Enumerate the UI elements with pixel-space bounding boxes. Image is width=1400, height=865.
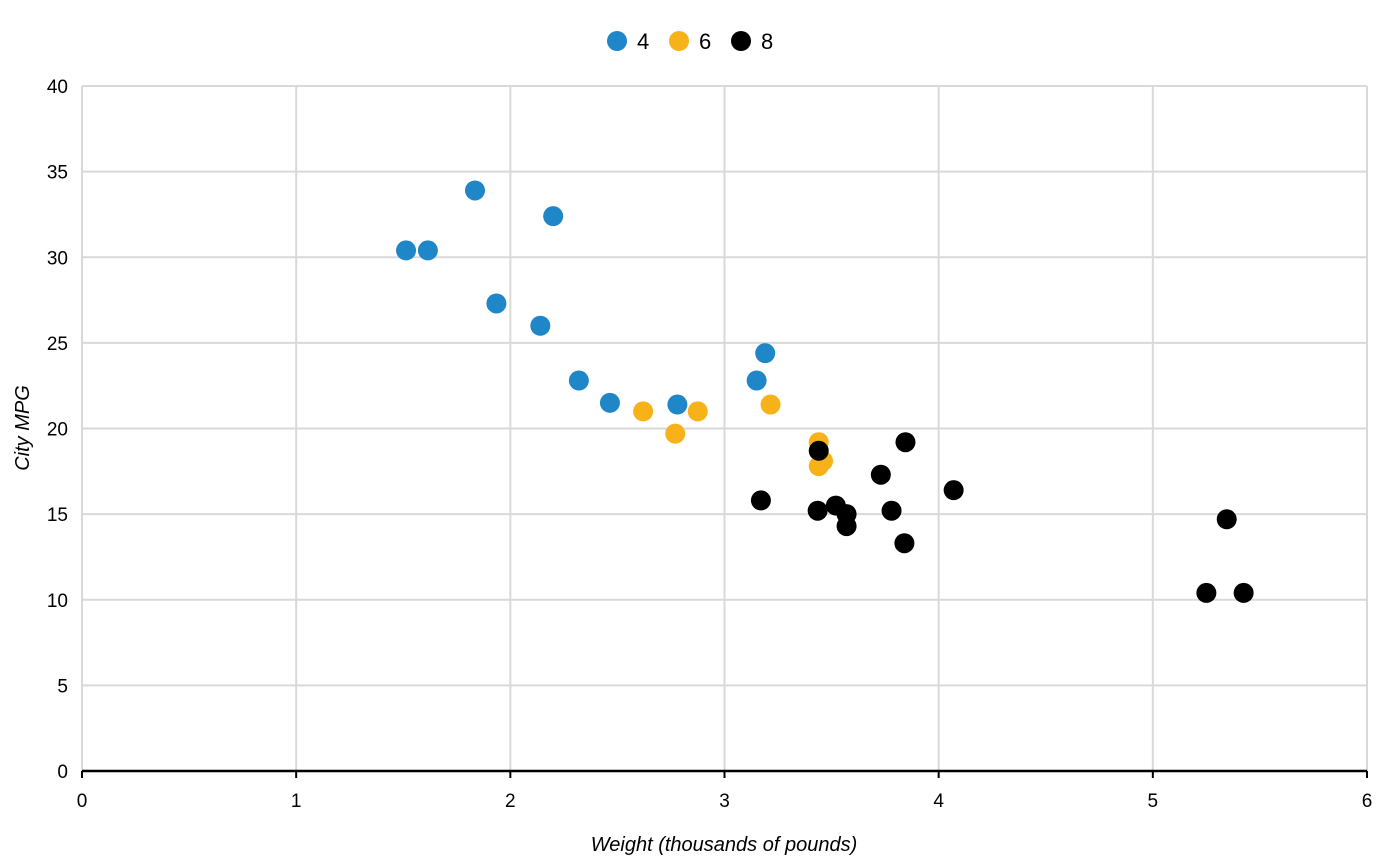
data-point-4 [568,370,589,391]
legend-marker-6 [669,31,689,51]
legend-label-8: 8 [761,29,773,54]
legend-marker-4 [607,31,627,51]
data-point-6 [808,456,829,477]
x-tick-label: 0 [77,791,88,812]
data-points [396,180,1254,603]
y-tick-label: 15 [47,505,68,526]
data-point-4 [417,240,438,261]
data-point-8 [881,500,902,521]
x-tick-label: 3 [719,791,730,812]
y-tick-label: 10 [47,591,68,612]
data-point-8 [894,533,915,554]
data-point-4 [396,240,417,261]
data-point-4 [486,293,507,314]
y-tick-label: 0 [57,762,68,783]
data-point-8 [895,432,916,453]
axes [81,86,1368,778]
data-point-8 [807,500,828,521]
x-tick-label: 4 [933,791,944,812]
y-tick-label: 40 [47,77,68,98]
data-point-8 [1233,582,1254,603]
x-tick-label: 5 [1148,791,1159,812]
data-point-6 [633,401,654,422]
x-tick-label: 6 [1362,791,1373,812]
data-point-4 [667,394,688,415]
y-tick-label: 35 [47,163,68,184]
data-point-6 [760,394,781,415]
y-axis-label: City MPG [12,385,34,471]
data-point-8 [750,490,771,511]
data-point-8 [1216,509,1237,530]
y-tick-label: 25 [47,334,68,355]
data-point-8 [836,504,857,525]
grid-lines [82,85,1368,771]
data-point-4 [755,343,776,364]
legend-marker-8 [731,31,751,51]
legend-label-4: 4 [637,29,649,54]
data-point-4 [599,392,620,413]
legend: 4 6 8 [607,29,773,54]
legend-label-6: 6 [699,29,711,54]
y-tick-label: 20 [47,420,68,441]
data-point-6 [687,401,708,422]
x-tick-label: 1 [291,791,302,812]
y-tick-label: 30 [47,248,68,269]
data-point-6 [665,423,686,444]
data-point-4 [543,206,564,227]
data-point-8 [808,440,829,461]
x-axis-label: Weight (thousands of pounds) [591,834,857,856]
tick-labels: 0 1 2 3 4 5 6 0 5 10 15 20 25 30 35 40 [47,77,1372,812]
x-tick-label: 2 [505,791,516,812]
data-point-4 [464,180,485,201]
data-point-8 [943,480,964,501]
data-point-4 [530,315,551,336]
data-point-8 [1196,582,1217,603]
data-point-8 [870,464,891,485]
data-point-4 [746,370,767,391]
y-tick-label: 5 [57,676,68,697]
